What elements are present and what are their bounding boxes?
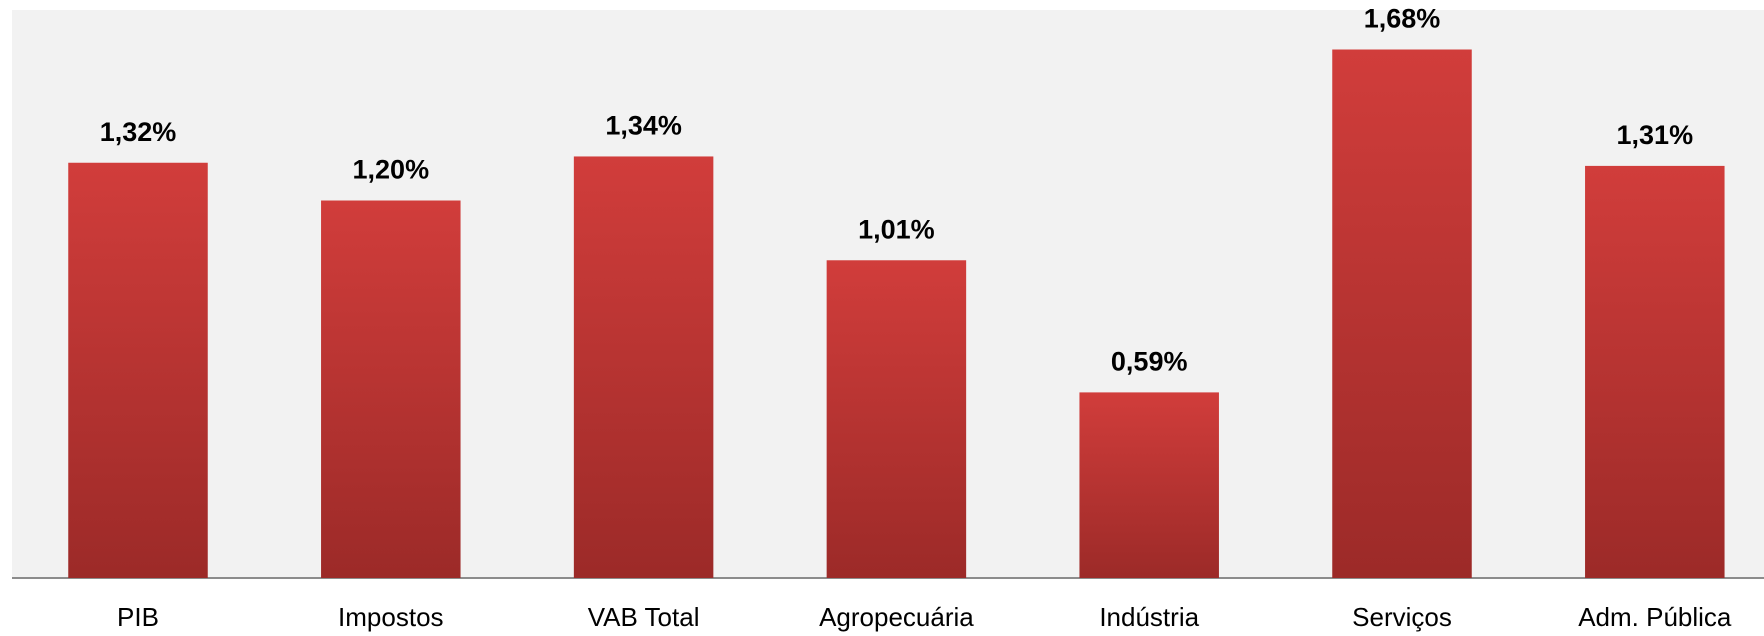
x-tick-label: Impostos xyxy=(338,602,444,632)
bar xyxy=(68,162,208,578)
bar xyxy=(573,156,714,579)
x-tick-label: VAB Total xyxy=(588,602,700,632)
bar xyxy=(1079,392,1219,578)
x-tick-label: Adm. Pública xyxy=(1578,602,1732,632)
bar xyxy=(1585,165,1725,579)
bar xyxy=(1332,49,1472,578)
value-label: 1,34% xyxy=(605,111,682,141)
value-label: 0,59% xyxy=(1111,347,1188,377)
value-label: 1,31% xyxy=(1617,120,1694,150)
value-label: 1,32% xyxy=(100,117,177,147)
value-label: 1,68% xyxy=(1364,4,1441,34)
x-tick-label: Agropecuária xyxy=(819,602,974,632)
value-label: 1,01% xyxy=(858,214,935,244)
value-label: 1,20% xyxy=(353,155,430,185)
x-tick-label: PIB xyxy=(117,602,159,632)
x-tick-label: Serviços xyxy=(1352,602,1452,632)
bar xyxy=(321,200,461,578)
x-tick-label: Indústria xyxy=(1099,602,1199,632)
bar xyxy=(826,260,967,578)
